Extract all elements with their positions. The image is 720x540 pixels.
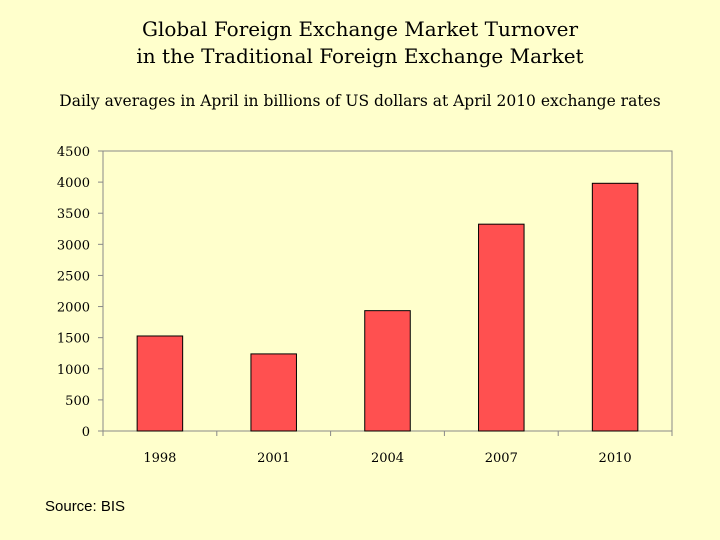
y-tick-label: 3000 — [57, 238, 90, 253]
x-tick-label: 2007 — [485, 451, 518, 466]
x-tick-label: 2001 — [257, 451, 290, 466]
chart-subtitle: Daily averages in April in billions of U… — [59, 92, 661, 110]
y-tick-label: 2000 — [57, 301, 90, 316]
bar-2007 — [478, 223, 525, 432]
x-tick-label: 2004 — [371, 451, 404, 466]
y-tick-label: 1500 — [57, 332, 90, 347]
chart-title-line2: in the Traditional Foreign Exchange Mark… — [136, 44, 584, 68]
x-tick-label: 2010 — [599, 451, 632, 466]
bar-1998 — [136, 335, 184, 432]
bar-2010 — [591, 182, 639, 432]
y-tick-label: 4000 — [57, 176, 90, 191]
chart-title: Global Foreign Exchange Market Turnover … — [0, 16, 720, 70]
bar-2004 — [364, 310, 411, 432]
bar-2001 — [250, 353, 297, 432]
y-tick-label: 1000 — [57, 363, 90, 378]
chart-title-line1: Global Foreign Exchange Market Turnover — [141, 17, 579, 41]
x-tick-label: 1998 — [143, 451, 176, 466]
source-note: Source: BIS — [45, 498, 126, 515]
y-tick-label: 3500 — [57, 207, 90, 222]
y-tick-label: 4500 — [57, 145, 90, 160]
y-tick-label: 500 — [65, 394, 90, 409]
y-tick-label: 0 — [82, 425, 90, 440]
y-tick-label: 2500 — [57, 269, 90, 284]
